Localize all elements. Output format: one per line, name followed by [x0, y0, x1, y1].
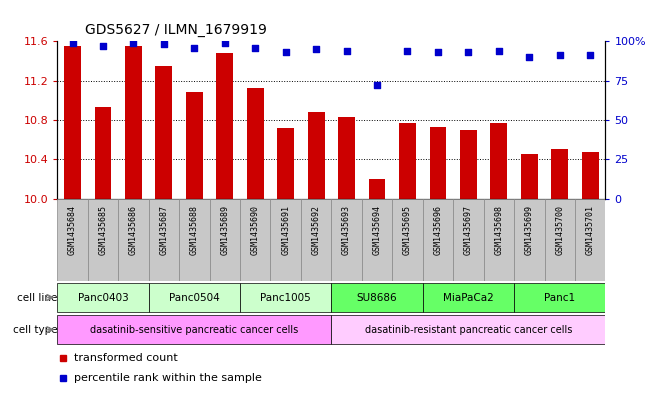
Bar — [148, 199, 179, 281]
Bar — [210, 199, 240, 281]
Text: GSM1435697: GSM1435697 — [464, 206, 473, 255]
Text: Panc1: Panc1 — [544, 292, 575, 303]
Point — [98, 43, 108, 49]
Bar — [393, 199, 422, 281]
Bar — [339, 117, 355, 199]
Bar — [422, 199, 453, 281]
Bar — [514, 283, 605, 312]
Text: GSM1435690: GSM1435690 — [251, 206, 260, 255]
Bar — [125, 46, 142, 199]
Bar — [514, 199, 544, 281]
Text: GSM1435696: GSM1435696 — [434, 206, 443, 255]
Text: GSM1435699: GSM1435699 — [525, 206, 534, 255]
Bar — [490, 123, 507, 199]
Bar — [422, 283, 514, 312]
Point — [311, 46, 322, 52]
Bar — [186, 92, 202, 199]
Bar — [57, 283, 148, 312]
Point — [464, 49, 474, 55]
Bar — [430, 127, 447, 199]
Bar — [399, 123, 416, 199]
Bar — [240, 283, 331, 312]
Bar — [551, 149, 568, 199]
Bar — [331, 283, 422, 312]
Bar — [544, 199, 575, 281]
Text: GSM1435685: GSM1435685 — [98, 206, 107, 255]
Bar — [277, 128, 294, 199]
Text: GSM1435693: GSM1435693 — [342, 206, 351, 255]
Text: GSM1435691: GSM1435691 — [281, 206, 290, 255]
Point — [524, 54, 534, 60]
Bar — [582, 152, 598, 199]
Point — [219, 40, 230, 46]
Text: GSM1435688: GSM1435688 — [190, 206, 199, 255]
Bar — [362, 199, 393, 281]
Text: GSM1435695: GSM1435695 — [403, 206, 412, 255]
Text: GSM1435689: GSM1435689 — [220, 206, 229, 255]
Text: transformed count: transformed count — [74, 353, 178, 364]
Text: GSM1435687: GSM1435687 — [159, 206, 169, 255]
Point — [341, 48, 352, 54]
Bar — [331, 199, 362, 281]
Bar — [64, 46, 81, 199]
Text: Panc1005: Panc1005 — [260, 292, 311, 303]
Point — [250, 44, 260, 51]
Bar — [156, 66, 173, 199]
Text: cell type: cell type — [12, 325, 57, 335]
Point — [189, 44, 200, 51]
Text: GSM1435686: GSM1435686 — [129, 206, 138, 255]
Text: Panc0504: Panc0504 — [169, 292, 219, 303]
Text: GSM1435684: GSM1435684 — [68, 206, 77, 255]
Bar — [94, 107, 111, 199]
Point — [585, 52, 596, 59]
Point — [281, 49, 291, 55]
Point — [433, 49, 443, 55]
Point — [555, 52, 565, 59]
Bar — [57, 199, 88, 281]
Bar — [270, 199, 301, 281]
Bar — [148, 283, 240, 312]
Text: dasatinib-resistant pancreatic cancer cells: dasatinib-resistant pancreatic cancer ce… — [365, 325, 572, 335]
Bar — [301, 199, 331, 281]
Point — [159, 41, 169, 48]
Point — [372, 82, 382, 88]
Bar — [88, 199, 118, 281]
Text: GSM1435700: GSM1435700 — [555, 206, 564, 255]
Text: GSM1435701: GSM1435701 — [586, 206, 595, 255]
Text: cell line: cell line — [17, 292, 57, 303]
Text: dasatinib-sensitive pancreatic cancer cells: dasatinib-sensitive pancreatic cancer ce… — [90, 325, 298, 335]
Text: GSM1435692: GSM1435692 — [312, 206, 321, 255]
Text: GSM1435694: GSM1435694 — [372, 206, 381, 255]
Bar — [179, 199, 210, 281]
Bar — [453, 199, 484, 281]
Point — [128, 40, 139, 46]
Text: GSM1435698: GSM1435698 — [494, 206, 503, 255]
Text: Panc0403: Panc0403 — [77, 292, 128, 303]
Bar — [368, 179, 385, 199]
Bar — [575, 199, 605, 281]
Bar — [484, 199, 514, 281]
Bar — [216, 53, 233, 199]
Bar — [331, 315, 605, 344]
Bar — [521, 154, 538, 199]
Point — [67, 40, 77, 46]
Bar — [247, 88, 264, 199]
Text: GDS5627 / ILMN_1679919: GDS5627 / ILMN_1679919 — [85, 24, 266, 37]
Bar — [118, 199, 148, 281]
Bar — [240, 199, 270, 281]
Point — [402, 48, 413, 54]
Bar — [460, 130, 477, 199]
Text: MiaPaCa2: MiaPaCa2 — [443, 292, 493, 303]
Bar — [308, 112, 324, 199]
Text: percentile rank within the sample: percentile rank within the sample — [74, 373, 262, 384]
Point — [493, 48, 504, 54]
Text: SU8686: SU8686 — [357, 292, 397, 303]
Bar — [57, 315, 331, 344]
